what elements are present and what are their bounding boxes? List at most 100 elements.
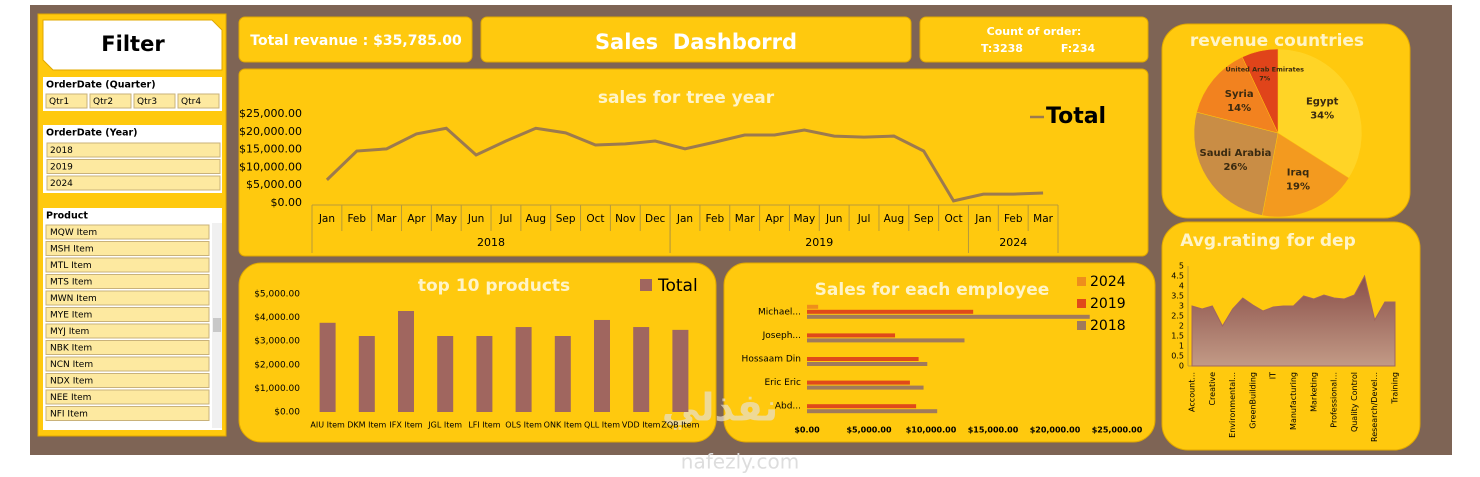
pie-value-label: 26% [1223, 162, 1247, 173]
x-tick-label: IFX Item [389, 421, 422, 430]
bar [807, 357, 919, 361]
y-tick-label: Hossaam Din [742, 355, 801, 365]
product-button[interactable] [45, 257, 210, 273]
product-text: MYJ Item [50, 327, 89, 337]
bar [807, 404, 917, 409]
y-tick-label: 2.5 [1171, 312, 1184, 321]
bar [476, 336, 493, 412]
scroll-thumb[interactable] [213, 318, 221, 332]
x-tick-label: Manufacturing [1289, 372, 1298, 430]
product-button[interactable] [45, 340, 210, 355]
group-label: 2018 [477, 236, 505, 249]
bar [437, 336, 454, 412]
x-tick-label: Jan [318, 213, 335, 225]
pie-label: Egypt [1306, 97, 1339, 108]
quarter-text: Qtr2 [93, 97, 113, 107]
pie-value-label: 34% [1310, 111, 1334, 122]
chart-title: Avg.rating for dep [1180, 231, 1356, 251]
x-tick-label: OLS Item [505, 421, 542, 430]
product-text: NCN Item [50, 360, 93, 370]
year-text: 2018 [50, 146, 73, 156]
count-card [919, 16, 1149, 63]
product-button[interactable] [45, 356, 210, 372]
x-tick-label: Aug [526, 213, 547, 225]
x-tick-label: $25,000.00 [1092, 426, 1143, 435]
quarter-text: Qtr4 [181, 97, 201, 107]
product-button[interactable] [45, 274, 210, 289]
x-tick-label: Mar [377, 213, 397, 225]
x-tick-label: $15,000.00 [968, 426, 1019, 435]
dashboard-title: Sales Dashborrd [595, 30, 797, 54]
employee-panel [723, 262, 1156, 443]
product-button[interactable] [45, 373, 210, 388]
area-series [1191, 274, 1396, 367]
revenue-card [238, 16, 473, 63]
x-tick-label: Feb [706, 213, 725, 225]
product-button[interactable] [45, 290, 210, 306]
x-tick-label: ZQB Item [661, 421, 699, 430]
product-button[interactable] [45, 406, 210, 421]
quarter-label: OrderDate (Quarter) [46, 80, 156, 91]
legend-text: 2024 [1090, 274, 1126, 290]
chart-title: top 10 products [418, 276, 570, 296]
x-tick-label: Jun [467, 213, 484, 225]
quarter-button[interactable] [45, 93, 88, 109]
product-button[interactable] [45, 323, 210, 339]
x-tick-label: Dec [645, 213, 666, 225]
y-tick-label: $25,000.00 [239, 107, 302, 120]
filter-title: Filter [101, 32, 165, 56]
x-tick-label: VDD Item [622, 421, 661, 430]
chart-title: sales for tree year [598, 88, 775, 108]
bar [594, 319, 610, 412]
revenue-text: Total revanue : $35,785.00 [250, 33, 462, 49]
product-text: MYE Item [50, 311, 92, 321]
year-button[interactable] [46, 159, 221, 174]
pie-label: United Arab Emirates [1226, 65, 1305, 73]
bar [554, 336, 571, 412]
product-button[interactable] [45, 241, 210, 256]
bar [633, 327, 650, 412]
y-tick-label: Michael... [758, 307, 801, 317]
year-button[interactable] [46, 142, 221, 158]
y-tick-label: $0.00 [271, 196, 303, 209]
line-series [325, 126, 1044, 203]
bar [807, 362, 928, 366]
y-tick-label: 0 [1179, 362, 1184, 371]
x-tick-label: Account... [1188, 372, 1197, 412]
x-tick-label: Professional... [1330, 372, 1339, 428]
x-tick-label: Research/Devel... [1370, 372, 1379, 442]
x-tick-label: Quality Control [1350, 372, 1359, 432]
bar [398, 310, 414, 412]
product-button[interactable] [45, 389, 210, 405]
product-text: MWN Item [50, 294, 97, 304]
bar [807, 409, 938, 414]
x-tick-label: $20,000.00 [1030, 426, 1081, 435]
product-text: NFI Item [50, 410, 88, 420]
product-text: MSH Item [50, 245, 94, 255]
y-tick-label: 1 [1179, 342, 1184, 351]
legend-swatch [640, 279, 652, 291]
bar [807, 338, 965, 343]
bar [807, 385, 924, 390]
x-tick-label: Creative [1208, 372, 1217, 406]
x-tick-label: Environmental... [1228, 372, 1237, 438]
quarter-button[interactable] [133, 93, 176, 109]
x-tick-label: LFI Item [468, 421, 500, 430]
quarter-button[interactable] [177, 93, 220, 109]
product-button[interactable] [45, 224, 210, 240]
product-button[interactable] [45, 307, 210, 322]
bar [515, 327, 532, 412]
pie-slice [1277, 48, 1363, 179]
year-text: 2024 [50, 179, 73, 189]
quarter-text: Qtr3 [137, 97, 157, 107]
x-tick-label: May [435, 213, 457, 225]
quarter-button[interactable] [89, 93, 132, 109]
x-tick-label: Jul [857, 213, 871, 225]
title-card [480, 16, 912, 63]
year-text: 2019 [50, 163, 73, 173]
year-button[interactable] [46, 175, 221, 191]
x-tick-label: Marketing [1309, 372, 1318, 412]
y-tick-label: $5,000.00 [246, 178, 302, 191]
legend-swatch [1077, 277, 1086, 286]
